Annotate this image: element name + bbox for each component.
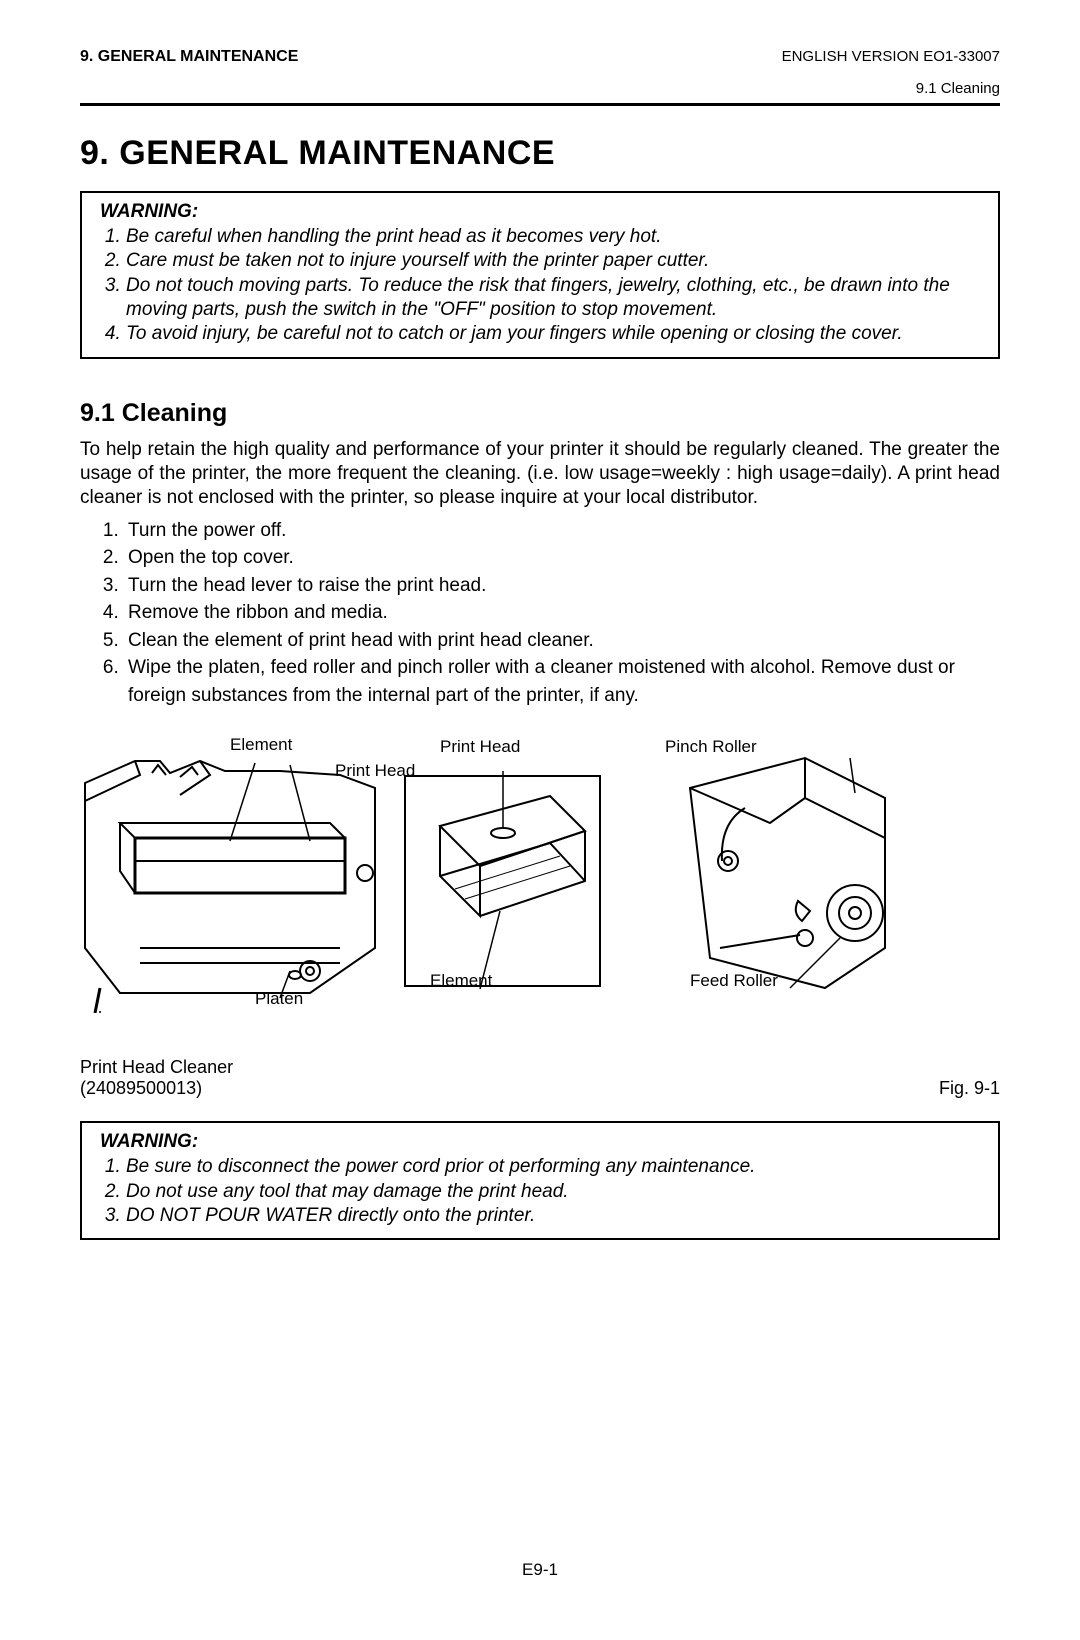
label-pinch-roller: Pinch Roller xyxy=(665,737,757,757)
warning-item: Be careful when handling the print head … xyxy=(126,225,980,249)
step-item: Clean the element of print head with pri… xyxy=(124,627,1000,655)
header-section-label: 9. GENERAL MAINTENANCE xyxy=(80,48,298,66)
label-print-head-detail: Print Head xyxy=(440,737,520,757)
header-subsection: 9.1 Cleaning xyxy=(80,80,1000,97)
step-item: Open the top cover. xyxy=(124,544,1000,572)
warning-item: To avoid injury, be careful not to catch… xyxy=(126,322,980,346)
warning-box-bottom: WARNING: Be sure to disconnect the power… xyxy=(80,1121,1000,1240)
warning-list: Be careful when handling the print head … xyxy=(100,225,980,347)
figure-caption-left: Print Head Cleaner (24089500013) xyxy=(80,1057,233,1099)
step-item: Turn the head lever to raise the print h… xyxy=(124,572,1000,600)
page-number: E9-1 xyxy=(80,1560,1000,1580)
warning-title: WARNING: xyxy=(100,201,980,223)
steps-list: Turn the power off. Open the top cover. … xyxy=(80,517,1000,710)
figure-number: Fig. 9-1 xyxy=(939,1078,1000,1099)
print-head-cleaner-label: Print Head Cleaner xyxy=(80,1057,233,1077)
warning-box-top: WARNING: Be careful when handling the pr… xyxy=(80,191,1000,359)
label-feed-roller: Feed Roller xyxy=(690,971,778,991)
print-head-cleaner-partno: (24089500013) xyxy=(80,1078,202,1098)
roller-diagram xyxy=(650,753,910,998)
warning-item: Care must be taken not to injure yoursel… xyxy=(126,249,980,273)
header-version: ENGLISH VERSION EO1-33007 xyxy=(782,48,1000,65)
warning-item: Be sure to disconnect the power cord pri… xyxy=(126,1155,980,1179)
section-intro: To help retain the high quality and perf… xyxy=(80,438,1000,511)
figure-9-1: Element Print Head Platen xyxy=(80,731,1000,1051)
warning-list: Be sure to disconnect the power cord pri… xyxy=(100,1155,980,1228)
step-item: Turn the power off. xyxy=(124,517,1000,545)
step-item: Wipe the platen, feed roller and pinch r… xyxy=(124,654,1000,709)
step-item: Remove the ribbon and media. xyxy=(124,599,1000,627)
label-platen: Platen xyxy=(255,989,303,1009)
warning-title: WARNING: xyxy=(100,1131,980,1153)
warning-item: Do not touch moving parts. To reduce the… xyxy=(126,274,980,323)
warning-item: Do not use any tool that may damage the … xyxy=(126,1180,980,1204)
chapter-title: 9. GENERAL MAINTENANCE xyxy=(80,134,1000,173)
printer-diagram-left xyxy=(80,753,400,1013)
print-head-detail-diagram xyxy=(400,771,605,991)
label-element-detail: Element xyxy=(430,971,492,991)
label-element: Element xyxy=(230,735,292,755)
warning-item: DO NOT POUR WATER directly onto the prin… xyxy=(126,1204,980,1228)
header-rule xyxy=(80,103,1000,106)
section-title: 9.1 Cleaning xyxy=(80,399,1000,428)
